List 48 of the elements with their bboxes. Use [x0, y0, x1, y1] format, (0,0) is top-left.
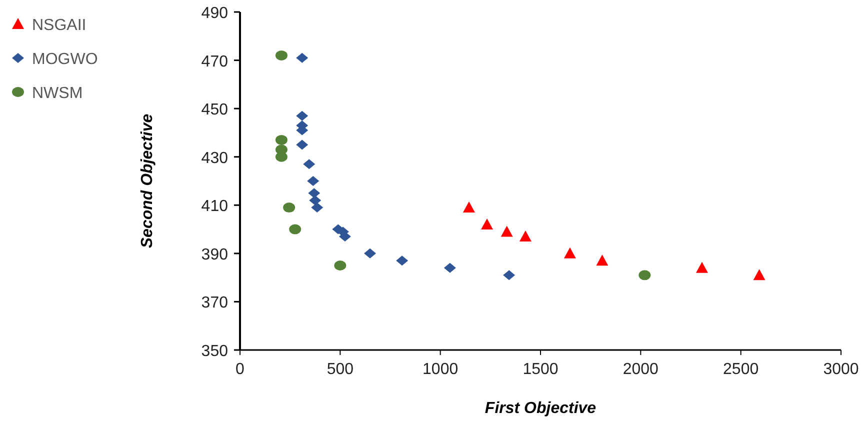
point	[503, 270, 516, 280]
x-tick-label: 0	[236, 361, 245, 378]
point	[296, 52, 308, 63]
point	[283, 202, 296, 213]
point	[638, 270, 651, 280]
point	[275, 50, 288, 60]
point	[296, 110, 308, 121]
y-tick-label: 450	[201, 102, 228, 119]
x-axis-title: First Objective	[484, 400, 596, 417]
y-tick-label: 350	[201, 343, 228, 360]
point	[500, 226, 513, 237]
point	[311, 202, 324, 213]
point	[519, 230, 532, 242]
y-tick-label: 370	[201, 294, 228, 312]
point	[308, 188, 320, 198]
legend-label: MOGWO	[32, 51, 98, 68]
point	[303, 159, 316, 170]
point	[564, 247, 576, 258]
x-tick-label: 1500	[522, 361, 558, 378]
point	[364, 248, 376, 258]
point	[309, 195, 322, 206]
point	[462, 202, 475, 213]
y-tick-label: 390	[201, 246, 228, 264]
y-tick-label: 470	[201, 53, 228, 70]
x-tick-label: 1000	[422, 361, 458, 378]
x-tick-label: 2000	[622, 361, 659, 378]
point	[696, 262, 708, 273]
y-axis-title: Second Objective	[139, 114, 156, 248]
y-tick-label: 430	[201, 150, 228, 167]
x-tick-label: 500	[326, 361, 354, 378]
point	[275, 152, 288, 162]
point	[444, 262, 456, 273]
point	[307, 176, 320, 186]
y-tick-label: 490	[201, 5, 228, 22]
point	[396, 256, 408, 266]
y-tick-label: 410	[201, 198, 228, 216]
x-tick-label: 2500	[723, 361, 759, 378]
point	[753, 269, 766, 280]
point	[289, 224, 302, 234]
x-tick-label: 3000	[823, 361, 859, 378]
point	[334, 260, 346, 270]
legend-label: NWSM	[32, 85, 83, 102]
point	[338, 232, 351, 242]
point	[275, 134, 288, 145]
point	[481, 218, 494, 230]
legend-label: NSGAII	[32, 17, 86, 34]
point	[296, 140, 308, 150]
point	[596, 254, 608, 266]
